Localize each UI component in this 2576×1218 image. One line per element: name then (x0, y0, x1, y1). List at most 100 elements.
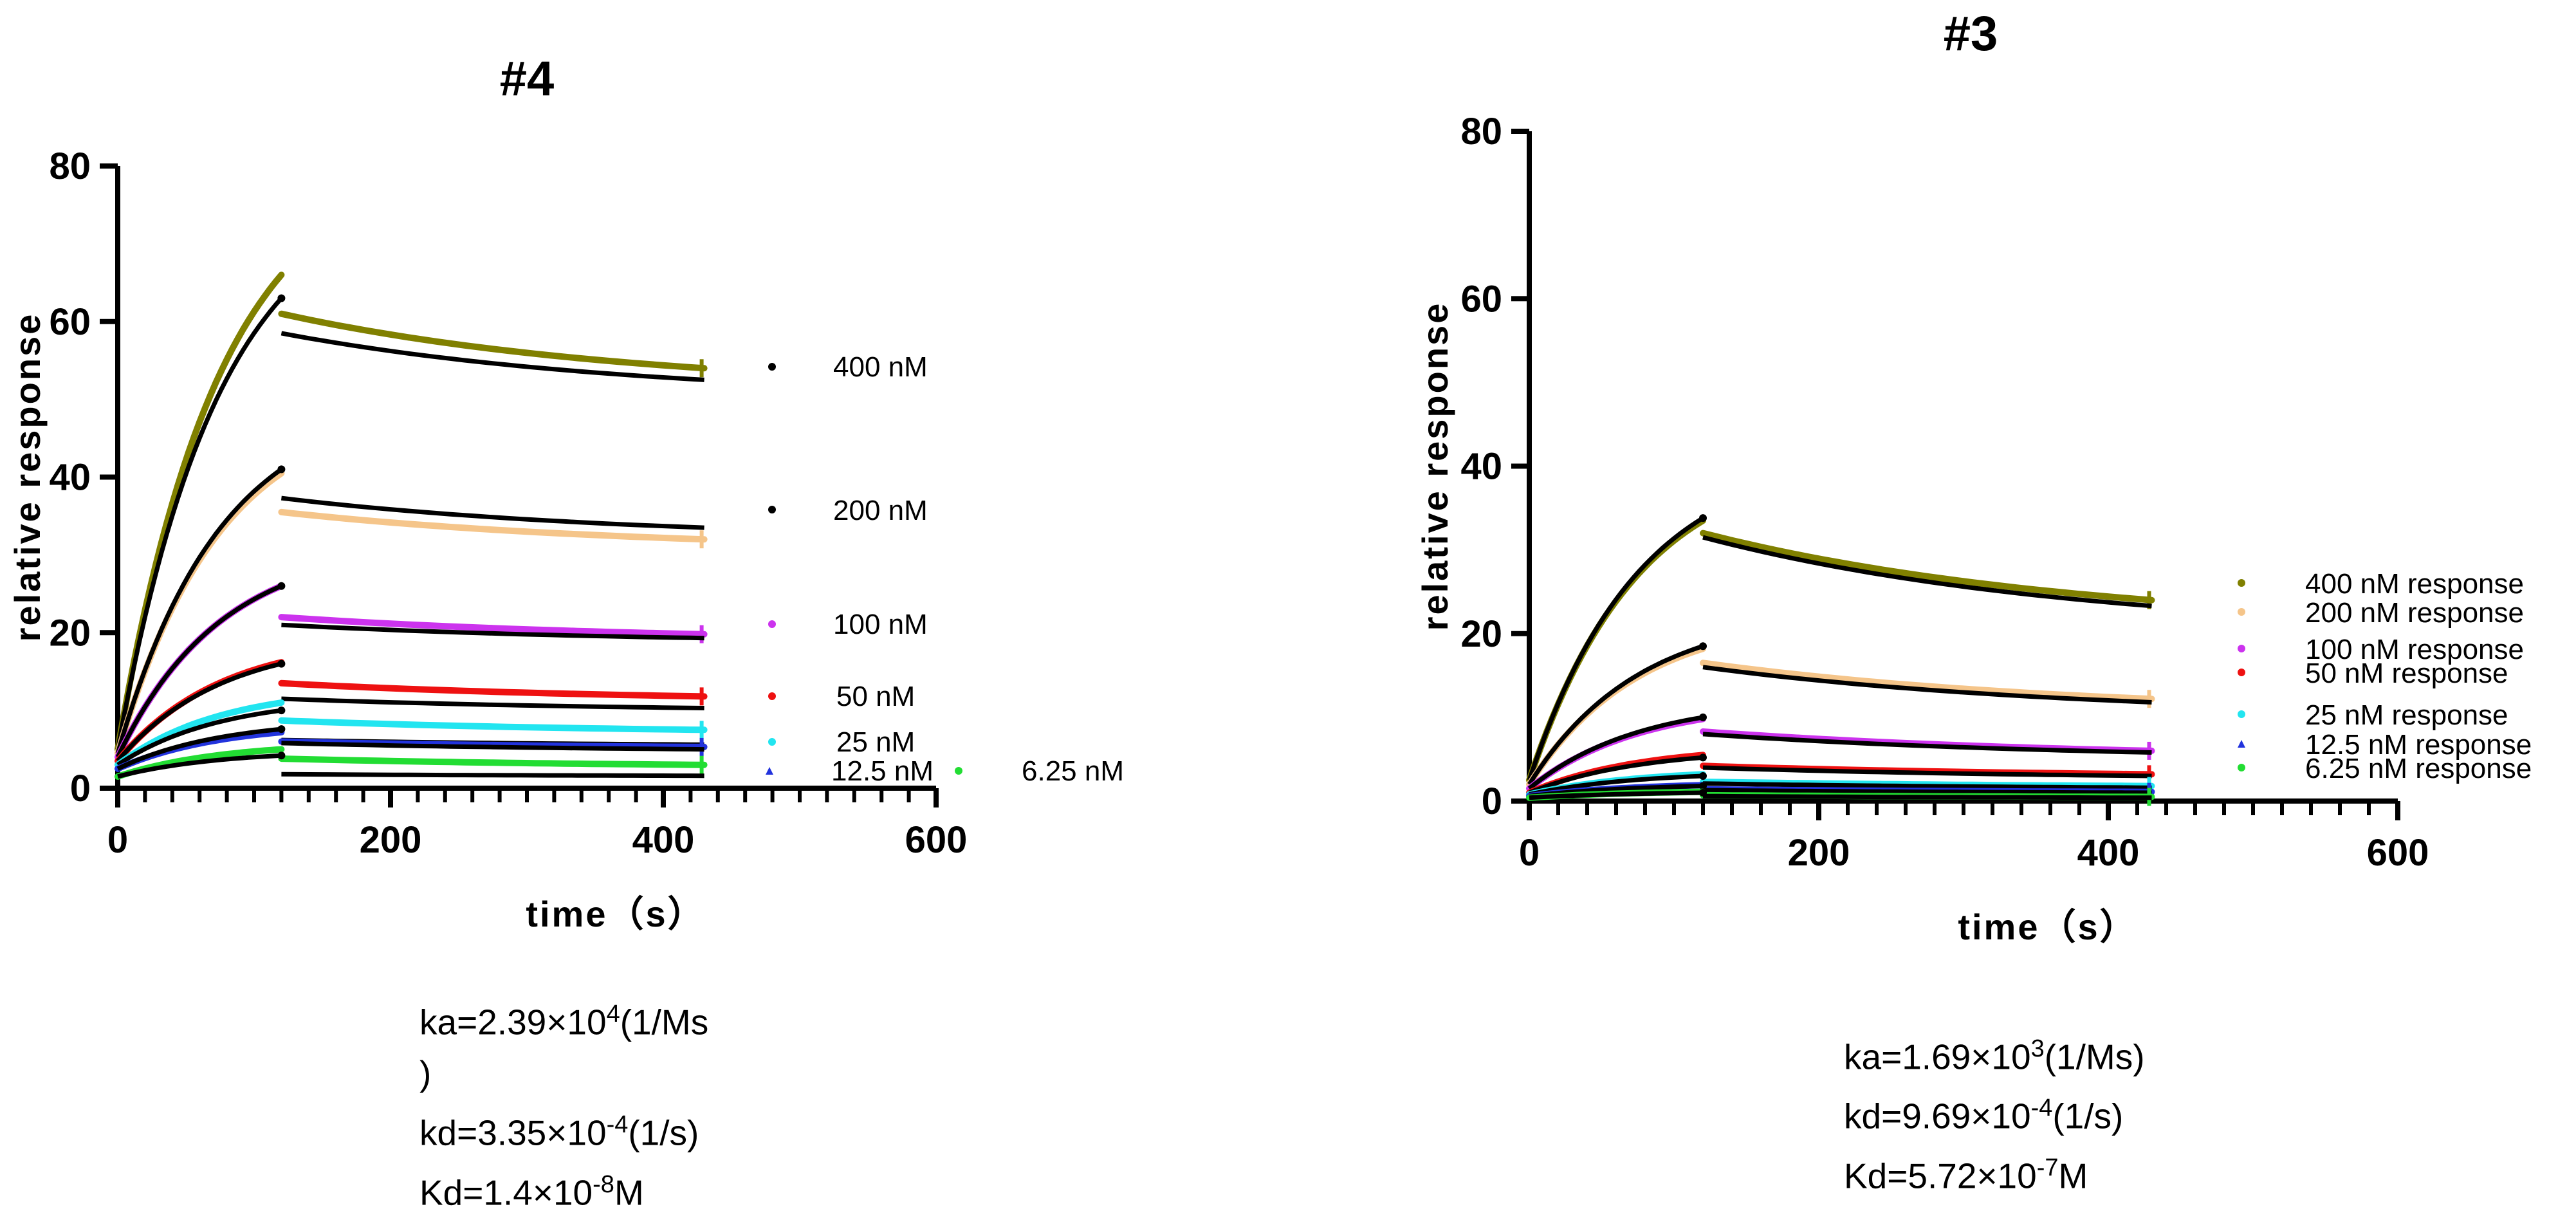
x-tick-label: 400 (632, 819, 695, 861)
fit-curve-dissociation (1702, 765, 2152, 779)
legend-marker (768, 363, 776, 371)
legend-marker (768, 506, 776, 513)
y-axis-label: relative response (7, 313, 48, 642)
x-tick-label: 600 (905, 819, 968, 861)
legend-marker (768, 738, 776, 746)
fit-join-point (277, 465, 286, 474)
chart-sample-3: #3 0 200 400 600 0 20 40 60 80 time（s） relative res… (1415, 6, 2532, 947)
fit-curve-dissociation (1702, 535, 2152, 609)
fit-curve-association (116, 708, 282, 767)
legend-marker (768, 692, 776, 700)
fit-curve-association (1527, 715, 1704, 791)
fit-curve-dissociation (1702, 665, 2152, 705)
series-200nM (115, 465, 708, 757)
legend-label: 12.5 nM response (2305, 729, 2532, 761)
legend-marker (2238, 740, 2245, 748)
chart-title: #4 (500, 51, 555, 106)
legend-label: 200 nM response (2305, 597, 2524, 629)
y-tick-label: 80 (1460, 111, 1502, 152)
chart-title: #3 (1944, 6, 1998, 61)
data-curve-dissociation (1700, 660, 2155, 703)
data-curve-dissociation (278, 310, 708, 372)
fit-curve-dissociation (281, 495, 704, 530)
series-50nM (115, 659, 708, 764)
x-tick-label: 0 (107, 819, 128, 861)
fit-curve-association (115, 297, 284, 750)
series-100nM (1526, 713, 2155, 792)
fit-join-point (277, 294, 286, 302)
fit-curve-association (1529, 790, 1704, 800)
series-400nM (1526, 514, 2155, 784)
x-tick-label: 600 (2367, 832, 2429, 874)
legend-label: 12.5 nM (831, 755, 934, 787)
y-tick-label: 0 (1482, 780, 1502, 822)
x-tick-label: 400 (2077, 832, 2140, 874)
y-tick-label: 40 (49, 457, 91, 499)
fit-curve-dissociation (1702, 781, 2152, 790)
series-50nM (1526, 752, 2155, 796)
y-tick-label: 60 (1460, 278, 1502, 320)
fit-join-point (1699, 642, 1707, 651)
Kd-value: Kd=5.72×10-7M (1844, 1154, 2088, 1195)
series-6-25nM (1526, 788, 2155, 806)
series-100nM (115, 582, 708, 761)
legend-label: 400 nM (833, 351, 928, 383)
series-12-5nM (115, 725, 708, 772)
legend-marker (2238, 608, 2245, 616)
fit-curve-dissociation (281, 741, 704, 752)
data-curve-dissociation (278, 755, 708, 768)
fit-curve-dissociation (281, 622, 704, 641)
fit-curve-dissociation (281, 771, 704, 779)
fit-curve-association (117, 753, 282, 779)
legend-label: 100 nM (833, 609, 928, 640)
fit-join-point (277, 725, 286, 734)
legend-label: 100 nM response (2305, 634, 2524, 665)
fit-join-point (1699, 788, 1707, 797)
legend-label: 50 nM response (2305, 658, 2508, 689)
fit-curve-dissociation (1702, 793, 2152, 800)
fit-curve-dissociation (281, 331, 704, 382)
legend-marker (768, 620, 776, 628)
chart-sample-4: #4 0 200 400 600 0 20 40 60 80 time（s） relative res… (7, 51, 1124, 934)
fit-curve-dissociation (1702, 732, 2152, 755)
series-400nM (115, 272, 708, 753)
y-tick-label: 60 (49, 301, 91, 343)
x-tick-label: 200 (360, 819, 422, 861)
legend-label: 6.25 nM response (2305, 753, 2532, 784)
ka-value: ka=2.39×104(1/Ms (419, 1001, 709, 1042)
series-200nM (1526, 642, 2155, 788)
fit-join-point (1699, 771, 1707, 780)
x-axis-label: time（s） (1958, 907, 2137, 947)
legend-marker (2238, 669, 2245, 676)
legend-marker (2238, 764, 2245, 771)
data-curve-dissociation (278, 717, 708, 734)
legend-label: 400 nM response (2305, 568, 2524, 600)
kd-value: kd=9.69×10-4(1/s) (1844, 1094, 2124, 1136)
fit-join-point (277, 752, 286, 760)
y-axis-label: relative response (1415, 302, 1455, 631)
fit-curve-association (1528, 755, 1704, 795)
legend-marker (766, 767, 773, 775)
fit-join-point (1699, 514, 1707, 522)
ka-value-wrap: ) (419, 1053, 432, 1094)
fit-join-point (277, 706, 286, 715)
fit-join-point (277, 660, 286, 668)
data-curve-dissociation (278, 508, 708, 543)
fit-join-point (277, 582, 286, 590)
kinetics-block-sample-4: ka=2.39×104(1/Ms ) kd=3.35×10-4(1/s) Kd=… (419, 988, 708, 1218)
fit-curve-association (115, 584, 282, 759)
series-25nM (1526, 771, 2155, 798)
legend-label: 25 nM response (2305, 699, 2508, 731)
x-axis-label: time（s） (526, 894, 705, 934)
legend-label: 6.25 nM (1022, 755, 1124, 787)
series-6-25nM (115, 746, 708, 780)
y-tick-label: 20 (49, 612, 91, 654)
x-tick-label: 0 (1519, 832, 1540, 874)
legend-marker (955, 767, 962, 775)
Kd-value: Kd=1.4×10-8M (419, 1170, 644, 1212)
legend-label: 50 nM (836, 681, 915, 712)
x-tick-label: 200 (1788, 832, 1850, 874)
fit-curve-dissociation (1702, 788, 2152, 795)
